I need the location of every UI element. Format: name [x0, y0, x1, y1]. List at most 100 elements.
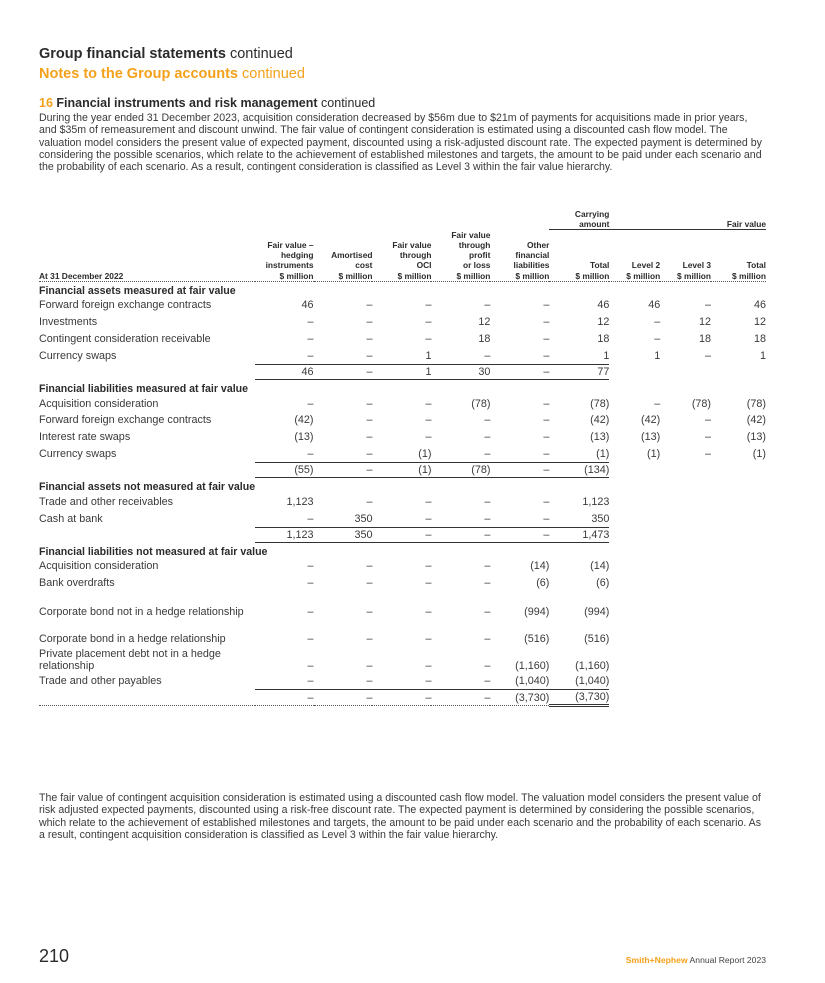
cell-value: (78) [691, 397, 712, 410]
cell-value [609, 619, 660, 646]
cell-value: 1 [425, 349, 432, 362]
table-section-heading: Financial liabilities not measured at fa… [39, 545, 268, 558]
cell-value: – [425, 577, 432, 590]
cell-value: – [543, 495, 550, 508]
column-header-line: $ million [677, 270, 712, 281]
table-row: Currency swaps – – (1) – – (1) (1) – (1) [39, 446, 766, 463]
cell-value: – [425, 316, 432, 329]
cell-value: 46 [301, 299, 314, 312]
cell-value: (14) [590, 560, 610, 573]
cell-value [609, 510, 660, 527]
table-row: Investments – – – 12 – 12 – 12 12 [39, 314, 766, 331]
cell-value [660, 493, 711, 510]
cell-value [609, 575, 660, 592]
cell-value: (13) [294, 431, 314, 444]
subtotal-value [609, 365, 660, 380]
cell-value: – [705, 431, 712, 444]
cell-value: – [484, 495, 491, 508]
cell-value: (78) [471, 397, 491, 410]
subtotal-label [39, 689, 255, 707]
section-heading: 16 Financial instruments and risk manage… [39, 96, 375, 110]
column-header-line: Total [589, 260, 610, 271]
column-header-6: Total $ million [549, 229, 610, 282]
subtotal-value: 77 [549, 364, 610, 381]
cell-value: (1) [418, 447, 432, 460]
cell-value: – [307, 332, 314, 345]
subtotal-value: (134) [549, 462, 610, 479]
cell-value: – [654, 397, 661, 410]
cell-value: – [543, 431, 550, 444]
cell-value: – [484, 632, 491, 645]
subtotal-value: (78) [431, 462, 491, 479]
intro-paragraph: During the year ended 31 December 2023, … [39, 112, 762, 174]
cell-value [711, 575, 766, 592]
cell-value: – [425, 495, 432, 508]
column-header-line: $ million [575, 270, 610, 281]
column-header-line: or loss [462, 260, 491, 271]
cell-value [660, 646, 711, 673]
cell-value: (1) [596, 447, 610, 460]
table-row: Trade and other receivables 1,123 – – – – 1,12… [39, 493, 766, 510]
table-row: Currency swaps – – 1 – – 1 1 – 1 [39, 347, 766, 364]
subtotal-value [711, 463, 766, 478]
table-row: Contingent consideration receivable – – – 18… [39, 331, 766, 348]
fair-value-header: Fair value [711, 205, 766, 230]
subtotal-value: – [313, 364, 373, 381]
column-header-9: Total $ million [711, 229, 766, 282]
table-row: Interest rate swaps (13) – – – – (13) (13) – (13) [39, 429, 766, 446]
cell-value [660, 592, 711, 619]
subtotal-value: 46 [254, 364, 314, 381]
cell-value: 350 [591, 512, 610, 525]
cell-value: – [425, 632, 432, 645]
table-row: Forward foreign exchange contracts 46 – – – –… [39, 297, 766, 314]
column-header-line: liabilities [513, 260, 550, 271]
cell-value: – [705, 350, 712, 363]
cell-value: 12 [753, 316, 766, 329]
cell-value [609, 646, 660, 673]
subtotal-value: – [490, 364, 550, 381]
column-header-line: Fair value – [267, 239, 314, 250]
cell-value: – [307, 605, 314, 618]
row-label: Acquisition consideration [39, 397, 159, 410]
cell-value [711, 493, 766, 510]
column-header-line: Total [746, 260, 766, 271]
page-title-bold: Group financial statements [39, 46, 226, 62]
column-header-1: Fair value – hedging instruments $ million [254, 229, 314, 282]
table-row: Bank overdrafts – – – – (6) (6) [39, 575, 766, 592]
footer: Smith+Nephew Annual Report 2023 [626, 955, 766, 965]
closing-paragraph: The fair value of contingent acquisition… [39, 792, 761, 841]
cell-value: (994) [524, 605, 550, 618]
row-label: Contingent consideration receivable [39, 332, 211, 345]
cell-value: – [425, 512, 432, 525]
cell-value: 12 [478, 316, 491, 329]
table-row: Private placement debt not in a hedge re… [39, 646, 766, 673]
subtotal-value [711, 690, 766, 706]
date-label: At 31 December 2022 [39, 229, 255, 282]
cell-value [660, 510, 711, 527]
table-row: Acquisition consideration – – – (78) – (78) – (7… [39, 395, 766, 412]
carrying-amount-header: Carrying amount [549, 205, 610, 230]
group-header-row: Carrying amount Fair value [39, 205, 766, 230]
cell-value: – [366, 397, 373, 410]
cell-value: (13) [590, 431, 610, 444]
column-header-line: Amortised [331, 250, 373, 261]
column-header-line: $ million [397, 270, 432, 281]
cell-value: (42) [641, 414, 661, 427]
subtotal-value [609, 527, 660, 542]
cell-value: (516) [584, 632, 610, 645]
cell-value: 1,123 [582, 495, 610, 508]
subtotal-value: 1,123 [254, 526, 314, 543]
cell-value: – [484, 414, 491, 427]
cell-value: – [307, 447, 314, 460]
section-title: Financial instruments and risk managemen… [52, 96, 318, 110]
column-header-row: At 31 December 2022 Fair value – hedging i… [39, 229, 766, 282]
row-label: Trade and other receivables [39, 495, 174, 508]
cell-value: – [543, 316, 550, 329]
cell-value: – [366, 674, 373, 687]
cell-value: 1 [603, 349, 610, 362]
cell-value: – [543, 512, 550, 525]
cell-value: – [654, 316, 661, 329]
cell-value: – [705, 414, 712, 427]
column-header-line: $ million [626, 270, 661, 281]
subtotal-value: – [372, 526, 432, 543]
